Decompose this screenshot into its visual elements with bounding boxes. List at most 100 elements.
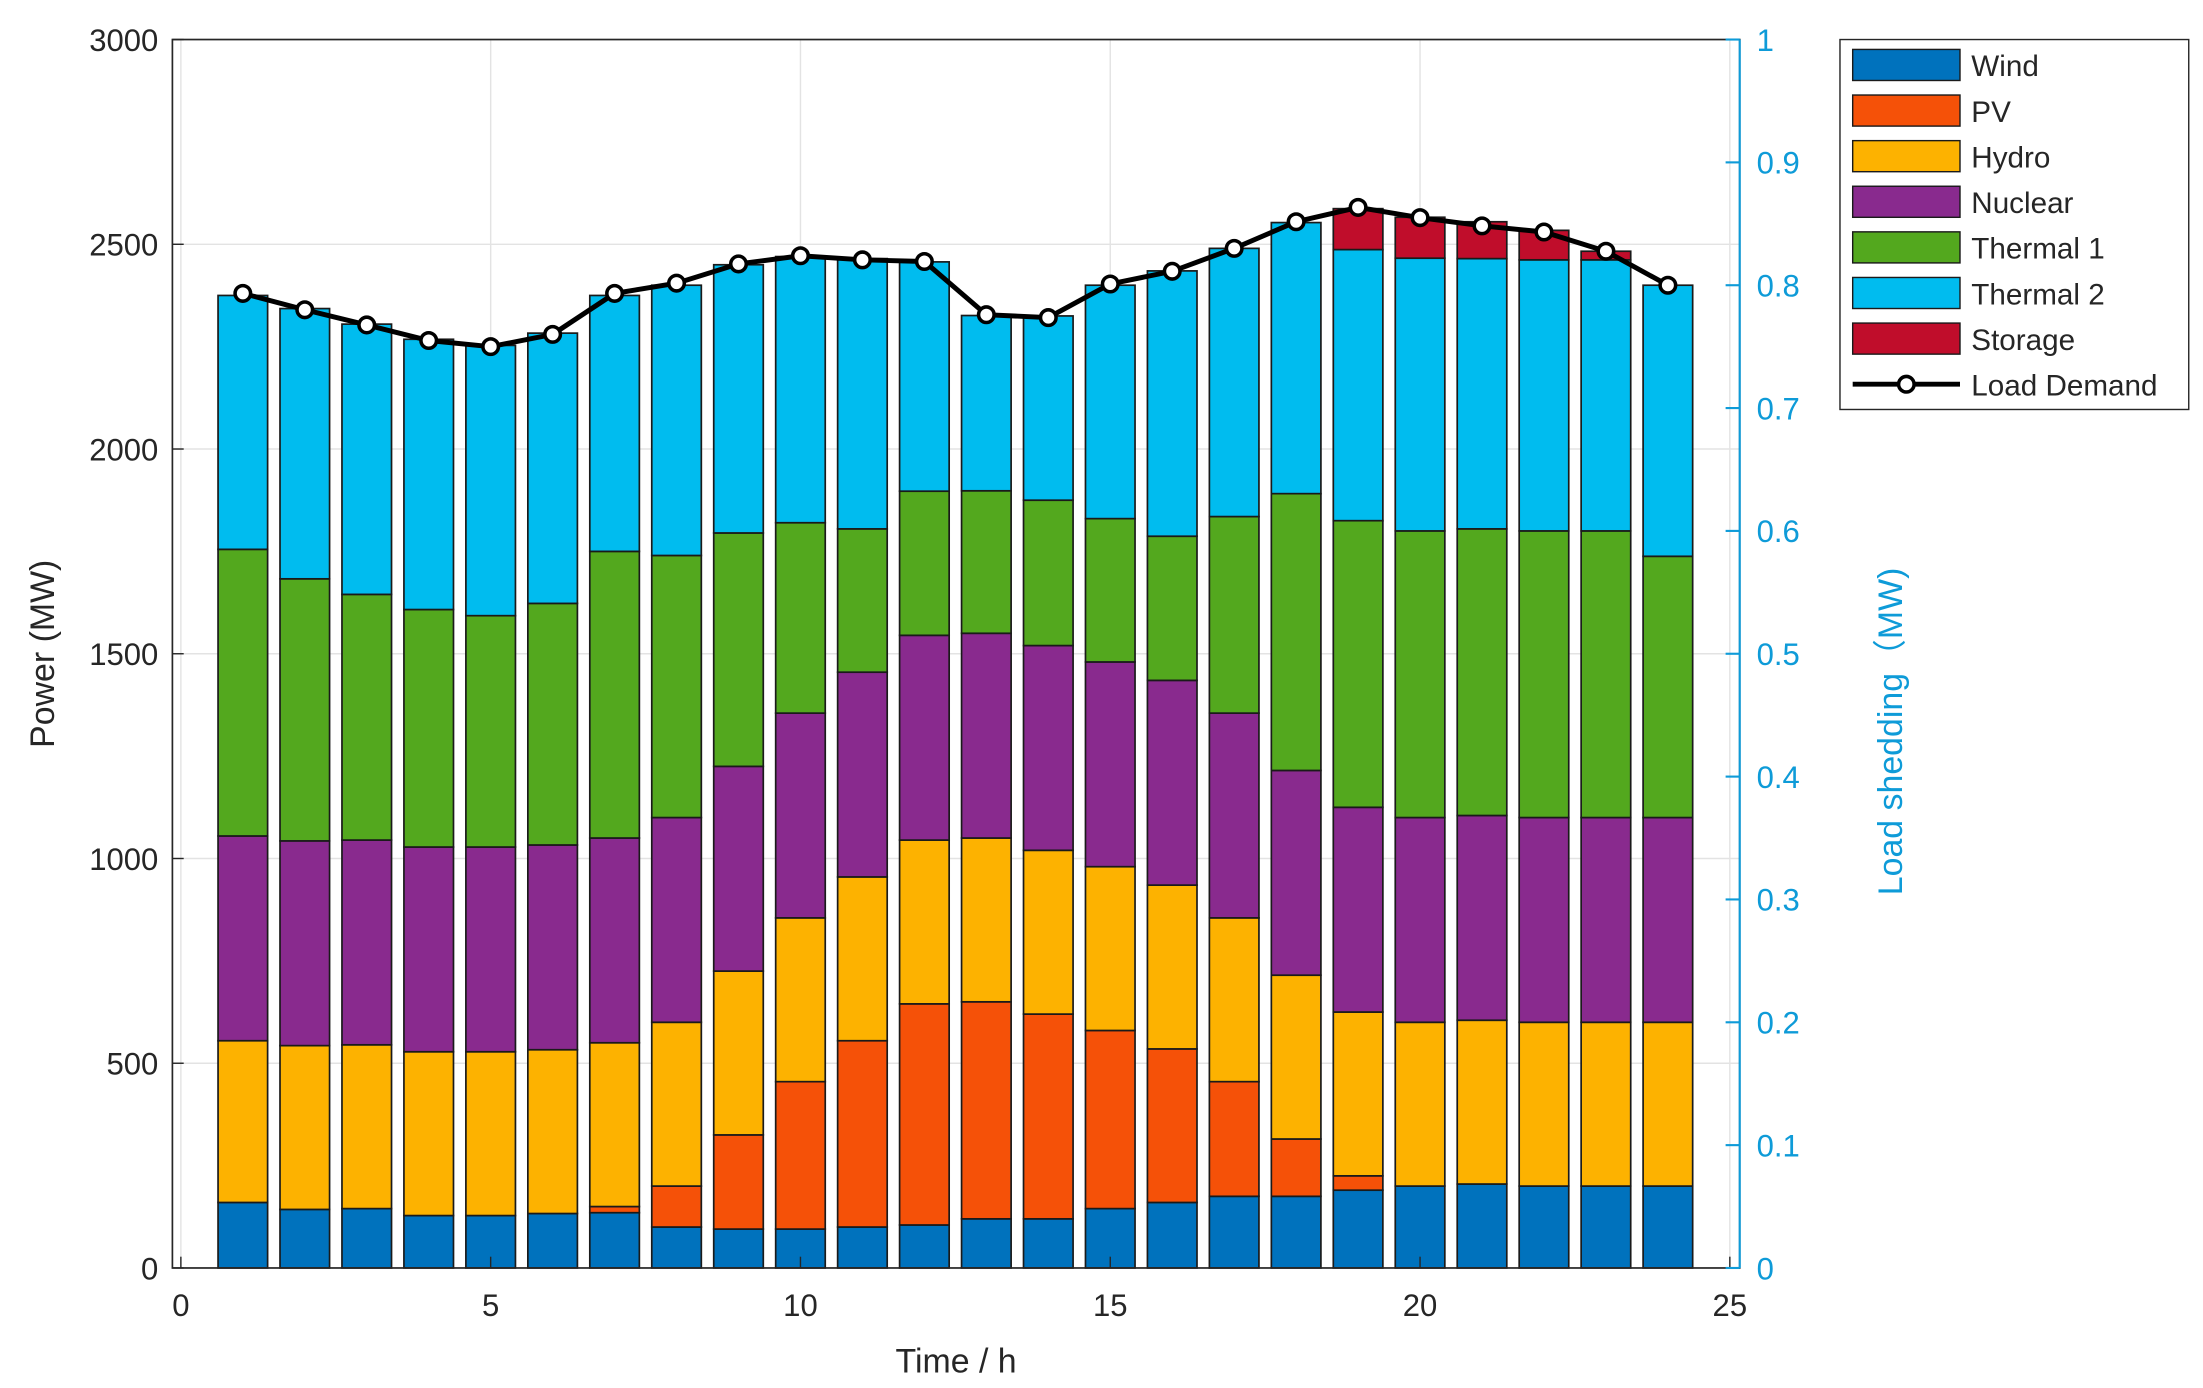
y2-tick-label: 0.4 [1757,760,1800,795]
bar-wind-19 [1332,1189,1384,1269]
bar-pv-7 [588,1205,641,1214]
bar-thermal-2-8 [650,284,703,557]
bar-thermal-2-10 [774,255,827,524]
bar-thermal-2-24 [1642,284,1694,558]
bar-hydro-9 [712,970,765,1136]
bar-nuclear-15 [1084,661,1136,868]
bar-hydro-19 [1332,1011,1384,1177]
legend-label: Storage [1971,324,2075,357]
bar-pv-16 [1146,1048,1198,1204]
bar-nuclear-22 [1518,816,1570,1024]
bar-thermal-1-2 [279,577,331,842]
bar-thermal-1-4 [403,608,455,848]
bar-wind-7 [588,1211,641,1269]
load-demand-point-5 [481,337,501,357]
x-tick-label: 5 [482,1288,499,1323]
bar-thermal-2-15 [1084,284,1136,520]
load-demand-point-20 [1410,208,1430,228]
bar-thermal-2-14 [1022,315,1074,502]
bar-thermal-1-23 [1580,530,1632,819]
bar-thermal-1-11 [836,528,889,674]
legend-label: Load Demand [1971,370,2157,403]
bar-hydro-10 [774,917,827,1083]
bar-thermal-1-21 [1456,528,1508,817]
bar-hydro-12 [898,839,951,1005]
bar-pv-17 [1208,1080,1260,1198]
y2-tick-label: 0.3 [1757,883,1800,918]
legend-label: PV [1971,96,2011,129]
bar-hydro-4 [403,1050,455,1217]
bar-wind-16 [1146,1201,1198,1269]
bar-wind-3 [341,1207,393,1269]
bar-thermal-1-13 [960,489,1012,635]
y-tick-label: 2000 [89,432,158,467]
bar-nuclear-17 [1208,712,1260,919]
bar-wind-9 [712,1228,765,1269]
load-demand-polyline [242,204,1670,350]
bar-thermal-1-24 [1642,555,1694,819]
y-tick-label: 1000 [89,842,158,877]
bar-thermal-2-13 [960,314,1012,492]
load-demand-point-7 [605,283,625,303]
load-demand-point-21 [1472,216,1492,236]
load-demand-point-14 [1038,308,1058,328]
bar-wind-11 [836,1226,889,1269]
y2-tick-label: 0 [1757,1251,1774,1286]
legend-label: Thermal 1 [1971,233,2104,266]
legend-swatch-hydro [1851,139,1961,173]
x-tick-label: 25 [1713,1288,1748,1323]
bar-thermal-1-8 [650,554,703,819]
bar-thermal-2-18 [1270,221,1322,495]
bar-thermal-1-22 [1518,530,1570,819]
legend-swatch-nuclear [1851,185,1961,219]
y-tick-label: 1500 [89,637,158,672]
load-demand-point-15 [1100,274,1120,294]
legend-swatch-pv [1851,94,1961,127]
y2-tick-label: 0.6 [1757,514,1800,549]
y2-tick-label: 1 [1757,23,1774,58]
y2-tick-label: 0.8 [1757,269,1800,304]
bar-hydro-16 [1146,884,1198,1050]
load-demand-point-24 [1658,275,1678,295]
y2-tick-label: 0.5 [1757,637,1800,672]
bar-hydro-18 [1270,974,1322,1140]
bar-thermal-1-7 [588,550,641,839]
y-axis-label: Power (MW) [24,560,62,748]
bar-thermal-1-19 [1332,519,1384,809]
y2-tick-label: 0.9 [1757,146,1800,181]
load-demand-point-18 [1286,212,1306,232]
bar-wind-8 [650,1226,703,1269]
bar-wind-13 [960,1217,1012,1269]
bar-nuclear-14 [1022,644,1074,852]
load-demand-point-6 [543,324,563,344]
bar-thermal-2-6 [526,332,579,605]
bar-thermal-1-3 [341,593,393,841]
bar-thermal-2-7 [588,294,641,553]
bar-nuclear-23 [1580,816,1632,1024]
load-demand-point-16 [1162,261,1182,281]
bar-nuclear-18 [1270,769,1322,977]
load-demand-point-9 [728,254,749,274]
bar-thermal-2-4 [403,338,455,611]
bar-thermal-2-12 [898,261,951,493]
bar-thermal-2-1 [217,294,269,551]
bar-wind-18 [1270,1195,1322,1269]
bar-nuclear-19 [1332,806,1384,1013]
y2-tick-label: 0.1 [1757,1128,1800,1163]
bar-thermal-2-16 [1146,270,1198,538]
bar-hydro-15 [1084,865,1136,1032]
bar-hydro-3 [341,1043,393,1210]
bar-nuclear-11 [836,671,889,878]
bar-nuclear-6 [526,844,579,1051]
bar-pv-18 [1270,1138,1322,1198]
x-tick-label: 15 [1093,1288,1128,1323]
load-demand-point-11 [852,250,872,270]
bar-nuclear-1 [217,835,269,1042]
legend-swatch-storage [1851,322,1961,355]
bar-pv-19 [1332,1174,1384,1192]
bar-nuclear-7 [588,837,641,1044]
bar-hydro-24 [1642,1021,1694,1187]
bar-wind-17 [1208,1195,1260,1269]
bar-hydro-13 [960,837,1012,1003]
bar-nuclear-12 [898,634,951,841]
